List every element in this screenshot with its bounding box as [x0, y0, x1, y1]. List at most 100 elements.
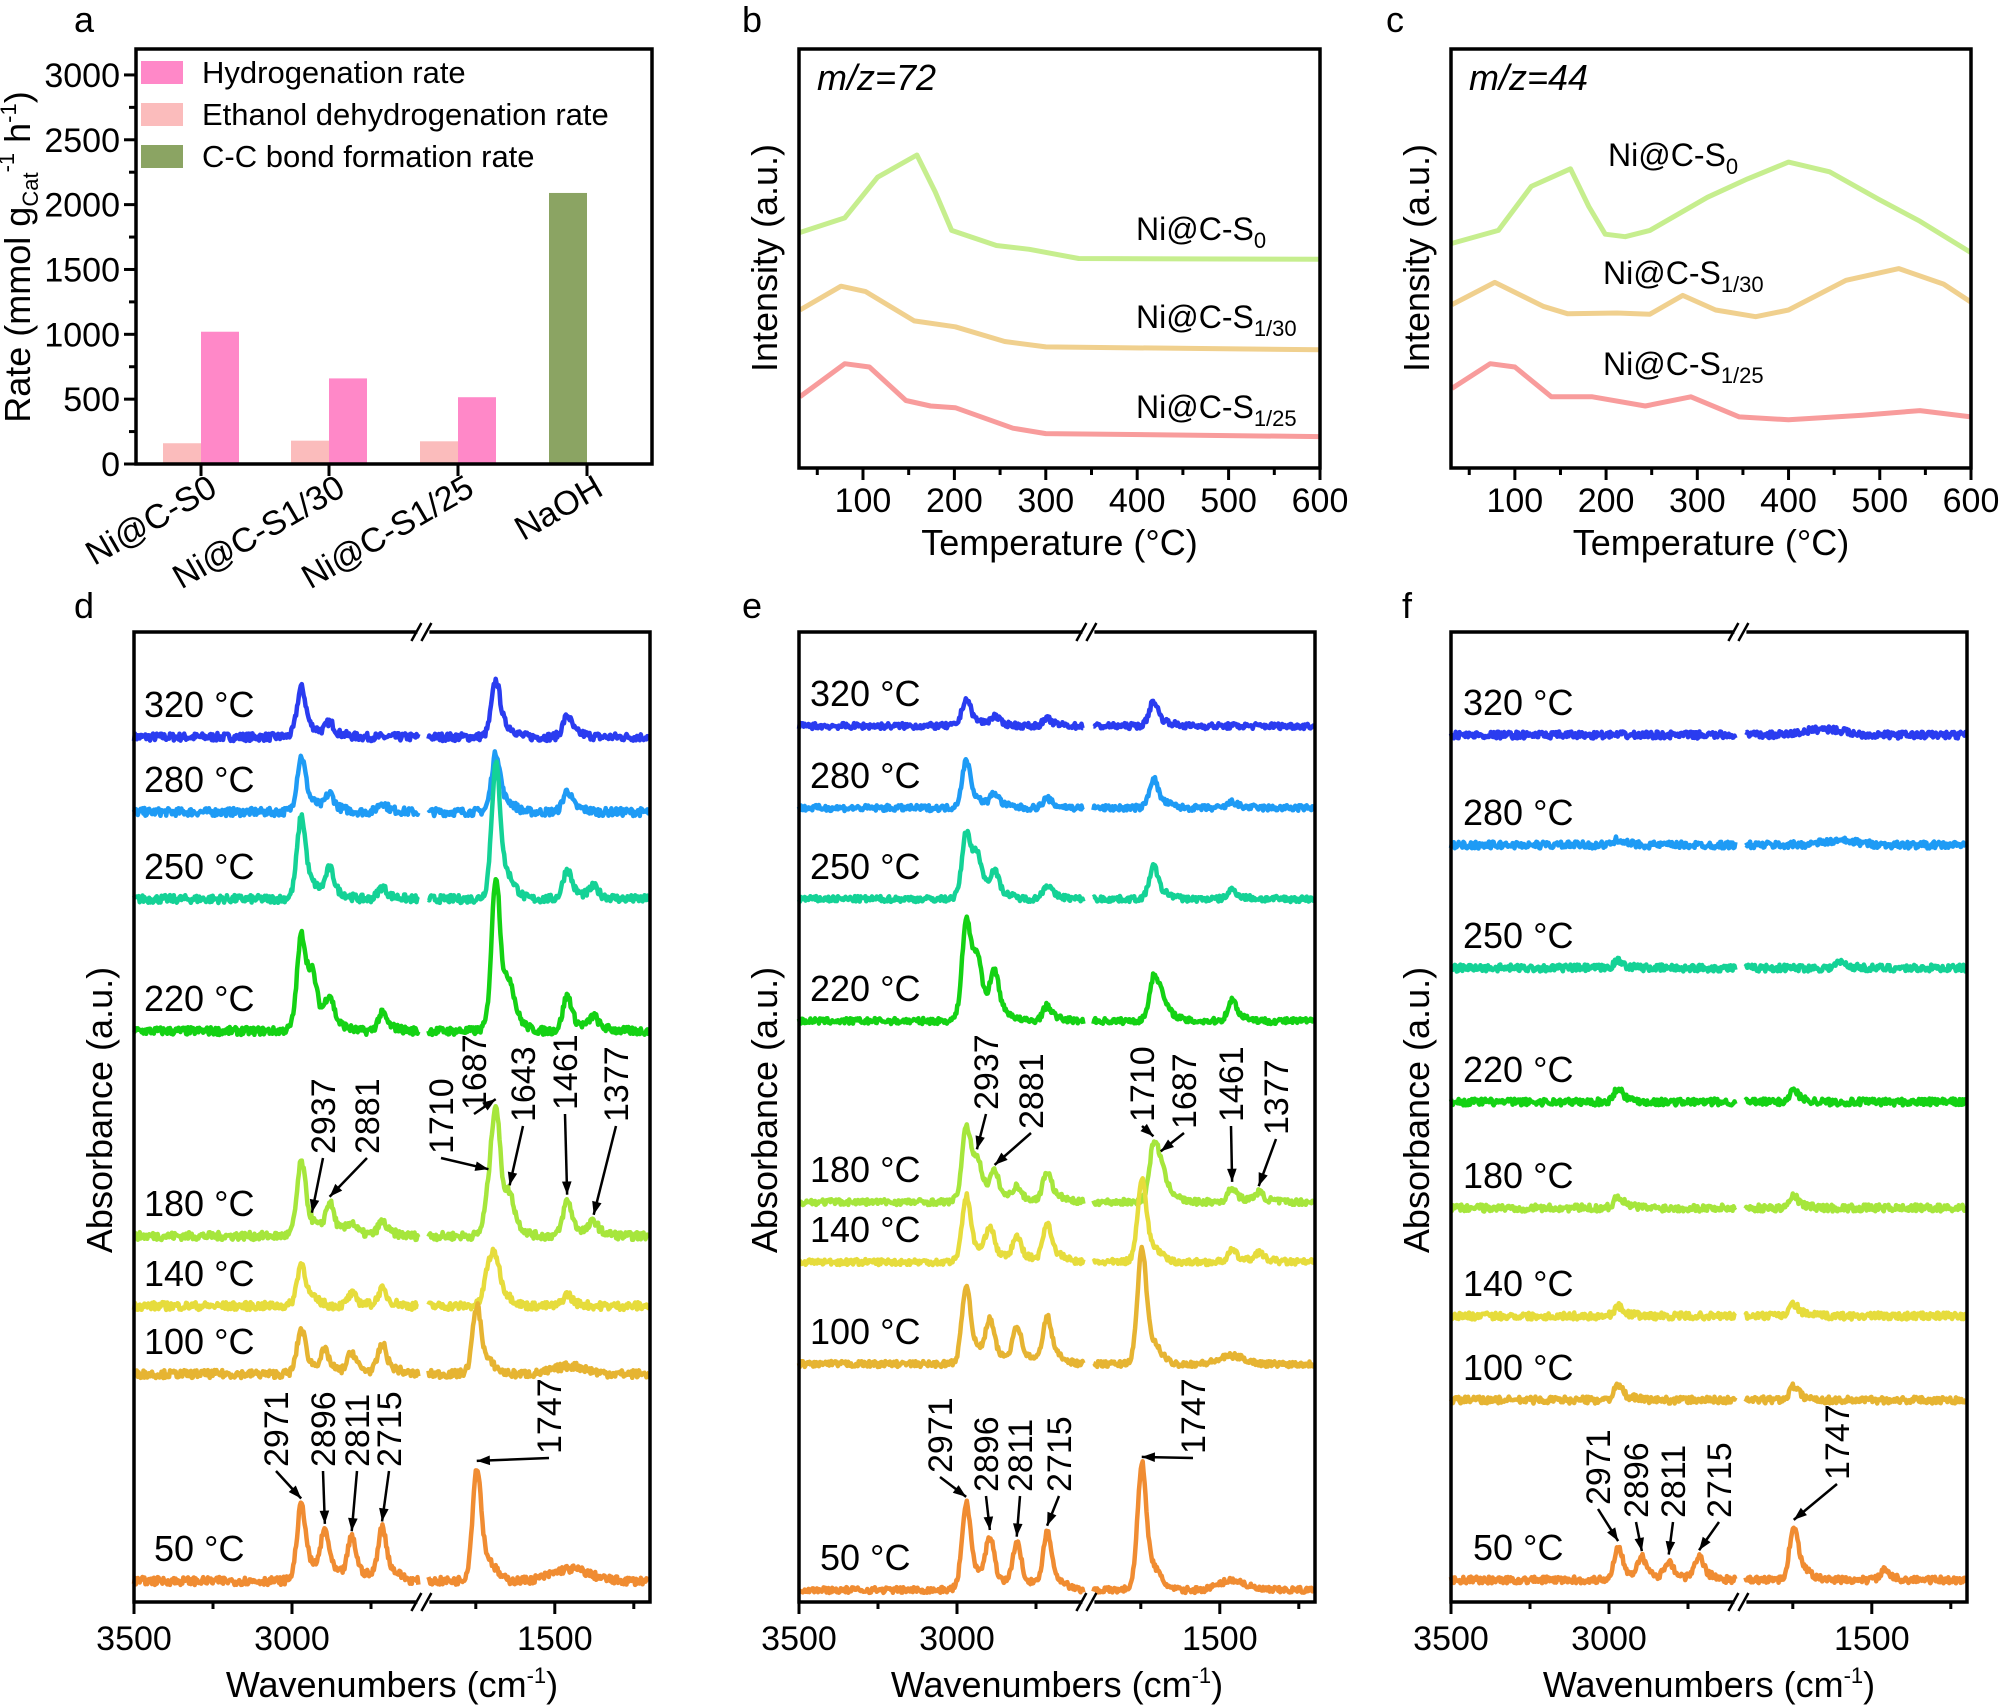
y-tick-label: 2000 [44, 187, 120, 225]
peak-annotation: 2881 [1013, 1053, 1051, 1129]
arrow-head-icon [482, 1099, 496, 1111]
arrow-head-icon [474, 1161, 489, 1171]
y-tick-label: 1500 [44, 251, 120, 289]
spectrum-line [796, 1283, 1086, 1370]
series-label-sub: 0 [1254, 228, 1266, 253]
series-label-main: Ni@C-S [1603, 255, 1721, 291]
peak-annotation: 1687 [1166, 1053, 1204, 1129]
temperature-label: 140 °C [144, 1253, 254, 1294]
arrow-head-icon [1012, 1523, 1023, 1537]
peak-annotation: 2811 [1655, 1445, 1693, 1518]
ir-chart-d: 320 °C 280 °C 250 °C 220 °C 180 °C 140 °C 100 … [79, 622, 652, 1705]
arrow-head-icon [592, 1200, 602, 1215]
x-tick-label: 3000 [254, 1620, 330, 1658]
temperature-label: 180 °C [144, 1183, 254, 1224]
x-tick-label: 100 [835, 482, 892, 520]
series-label: Ni@C-S1/25 [1603, 346, 1764, 388]
x-tick-label: 500 [1200, 482, 1257, 520]
x-axis-label-main: Wavenumbers (cm [891, 1664, 1192, 1705]
x-tick-label: 200 [1578, 482, 1635, 520]
arrow-head-icon [1227, 1168, 1237, 1182]
peak-annotation: 1687 [456, 1034, 494, 1110]
temperature-label: 320 °C [810, 673, 920, 714]
x-tick-label: 1500 [1182, 1620, 1258, 1658]
arrow-head-icon [319, 1510, 330, 1524]
arrow-head-icon [952, 1485, 967, 1497]
y-tick-label: 3000 [44, 57, 120, 95]
spectrum-line [1743, 957, 1969, 974]
x-tick-label: 300 [1017, 482, 1074, 520]
spectrum-line [426, 876, 651, 1038]
legend-swatch [141, 145, 183, 168]
x-tick-label: 100 [1486, 482, 1543, 520]
axis-break-icon [1075, 622, 1098, 642]
spectrum-line [131, 753, 421, 819]
series-label-main: Ni@C-S [1608, 137, 1726, 173]
y-axis-label: Absorbance (a.u.) [744, 967, 785, 1253]
peak-annotation: 2971 [258, 1391, 296, 1467]
panel-label-d: d [74, 585, 94, 626]
spectrum-line [131, 681, 421, 744]
temperature-label: 50 °C [154, 1528, 244, 1569]
arrow-head-icon [1047, 1511, 1057, 1526]
x-axis-label-sup: -1 [1192, 1663, 1212, 1688]
ir-chart-e: 320 °C 280 °C 250 °C 220 °C 180 °C 140 °C 100 … [744, 622, 1317, 1705]
y-axis-label: Intensity (a.u.) [1396, 144, 1437, 372]
temperature-label: 220 °C [144, 978, 254, 1019]
peak-annotation: 1710 [1124, 1046, 1162, 1122]
x-tick-label: 600 [1292, 482, 1349, 520]
panel-label-a: a [74, 0, 95, 40]
y-tick-label: 1000 [44, 316, 120, 354]
x-axis-label: Temperature (°C) [1573, 522, 1849, 563]
series-label-main: Ni@C-S [1136, 211, 1254, 247]
spectrum-line [1092, 698, 1316, 732]
series-label-main: Ni@C-S [1136, 389, 1254, 425]
peak-annotation: 2937 [305, 1078, 343, 1154]
spectrum-line [1448, 1086, 1738, 1108]
spectrum-line [1449, 1300, 1737, 1322]
x-axis-label-end: ) [1211, 1664, 1223, 1705]
bar [291, 440, 329, 464]
peak-annotation: 1377 [1258, 1059, 1296, 1135]
arrow-head-icon [1699, 1536, 1711, 1551]
series-line [1450, 266, 1973, 320]
panel-label-b: b [742, 0, 762, 40]
series-line [1450, 361, 1972, 423]
arrow-head-icon [1634, 1537, 1644, 1552]
spectrum-line [132, 928, 421, 1038]
peak-annotation: 2881 [349, 1078, 387, 1154]
spectrum-line [1091, 1176, 1317, 1268]
peak-annotation: 2937 [968, 1034, 1006, 1110]
temperature-label: 250 °C [144, 846, 254, 887]
series-label-main: Ni@C-S [1603, 346, 1721, 382]
spectrum-line [132, 1326, 421, 1381]
spectrum-line [797, 1122, 1086, 1208]
y-axis-label-a: Rate (mmol gCat-1 h-1) [0, 91, 43, 422]
series-label: Ni@C-S0 [1608, 137, 1738, 179]
peak-annotation: 1461 [1213, 1046, 1251, 1122]
panel-label-c: c [1386, 0, 1404, 40]
x-tick-label: 1500 [517, 1620, 593, 1658]
series-line [798, 361, 1321, 440]
spectrum-line [426, 1246, 652, 1313]
arrow-head-icon [1793, 1507, 1807, 1520]
arrow-head-icon [329, 1183, 343, 1197]
series-label-sub: 1/25 [1721, 363, 1764, 388]
plot-frame [797, 630, 1317, 1604]
peak-annotation: 2896 [968, 1416, 1006, 1492]
arrow-head-icon [1607, 1527, 1619, 1542]
spectrum-line [426, 1301, 652, 1381]
spectrum-line [426, 676, 652, 744]
spectrum-line [1092, 1244, 1317, 1370]
spectrum-line [131, 1261, 420, 1313]
temperature-label: 140 °C [810, 1209, 920, 1250]
peak-annotation: 2715 [371, 1391, 409, 1467]
x-axis-label-main: Wavenumbers (cm [1543, 1664, 1844, 1705]
peak-annotation: 1643 [505, 1046, 543, 1122]
x-tick-label: 500 [1851, 482, 1908, 520]
series-label-sub: 1/25 [1254, 406, 1297, 431]
x-tick-label: 200 [926, 482, 983, 520]
spectrum-line [1743, 1299, 1969, 1322]
